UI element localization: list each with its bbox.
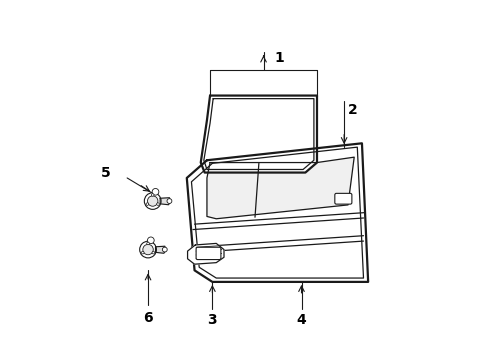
FancyBboxPatch shape: [196, 247, 221, 260]
Circle shape: [145, 193, 161, 210]
Circle shape: [147, 237, 154, 244]
Circle shape: [157, 203, 159, 206]
Circle shape: [152, 251, 155, 254]
Circle shape: [140, 241, 156, 258]
Circle shape: [167, 199, 172, 203]
Text: 6: 6: [143, 311, 153, 325]
Text: 3: 3: [208, 313, 217, 327]
Circle shape: [147, 242, 149, 245]
Polygon shape: [207, 157, 354, 219]
Polygon shape: [187, 143, 368, 282]
Polygon shape: [188, 243, 224, 264]
Circle shape: [142, 251, 144, 254]
Circle shape: [143, 244, 153, 255]
Circle shape: [146, 203, 148, 206]
Polygon shape: [201, 95, 317, 172]
Text: 2: 2: [348, 103, 358, 117]
Circle shape: [152, 189, 159, 195]
Polygon shape: [155, 246, 166, 253]
Text: 4: 4: [296, 313, 306, 327]
Circle shape: [151, 194, 154, 196]
Circle shape: [147, 196, 158, 206]
Polygon shape: [160, 198, 171, 205]
FancyBboxPatch shape: [335, 193, 352, 204]
Circle shape: [162, 247, 167, 252]
Text: 1: 1: [274, 51, 284, 65]
Text: 5: 5: [101, 166, 111, 180]
